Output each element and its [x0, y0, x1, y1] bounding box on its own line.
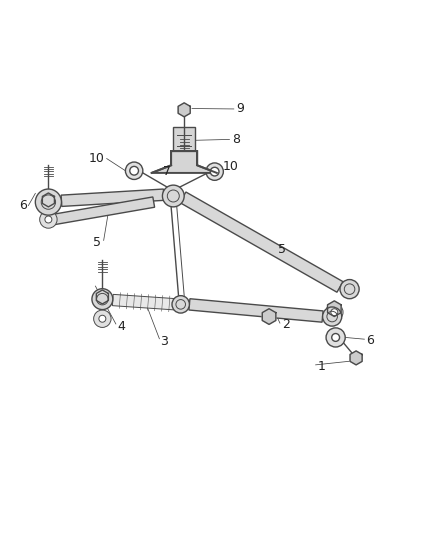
- Circle shape: [210, 167, 219, 176]
- Text: 6: 6: [19, 199, 27, 212]
- Text: 9: 9: [237, 102, 244, 116]
- Text: 10: 10: [89, 152, 105, 165]
- Polygon shape: [96, 290, 108, 304]
- Polygon shape: [53, 197, 155, 224]
- Circle shape: [331, 309, 338, 316]
- Circle shape: [40, 211, 57, 228]
- Text: 7: 7: [163, 165, 171, 178]
- Polygon shape: [262, 309, 276, 325]
- Polygon shape: [350, 351, 362, 365]
- Circle shape: [125, 162, 143, 180]
- Text: 10: 10: [223, 160, 238, 173]
- Circle shape: [172, 296, 189, 313]
- Text: 1: 1: [318, 360, 325, 373]
- Text: 5: 5: [93, 236, 102, 249]
- Text: 3: 3: [160, 335, 168, 348]
- Circle shape: [130, 166, 138, 175]
- Text: 6: 6: [366, 334, 374, 347]
- Circle shape: [162, 185, 184, 207]
- Text: 2: 2: [282, 318, 290, 331]
- Polygon shape: [113, 294, 177, 310]
- Circle shape: [99, 315, 106, 322]
- Circle shape: [332, 334, 339, 341]
- Circle shape: [206, 163, 223, 180]
- Text: 5: 5: [278, 243, 286, 256]
- Circle shape: [325, 303, 343, 321]
- Polygon shape: [180, 192, 343, 292]
- Circle shape: [340, 279, 359, 298]
- Polygon shape: [189, 298, 323, 322]
- Circle shape: [35, 189, 61, 215]
- Polygon shape: [42, 193, 54, 207]
- Circle shape: [326, 328, 345, 347]
- Polygon shape: [61, 189, 164, 206]
- Text: 8: 8: [232, 133, 240, 146]
- Polygon shape: [328, 301, 341, 317]
- Circle shape: [94, 310, 111, 327]
- Circle shape: [322, 307, 342, 326]
- Polygon shape: [173, 127, 195, 154]
- Circle shape: [45, 216, 52, 223]
- Polygon shape: [178, 103, 190, 117]
- Text: 4: 4: [117, 320, 125, 333]
- Polygon shape: [152, 151, 217, 173]
- Circle shape: [92, 289, 113, 310]
